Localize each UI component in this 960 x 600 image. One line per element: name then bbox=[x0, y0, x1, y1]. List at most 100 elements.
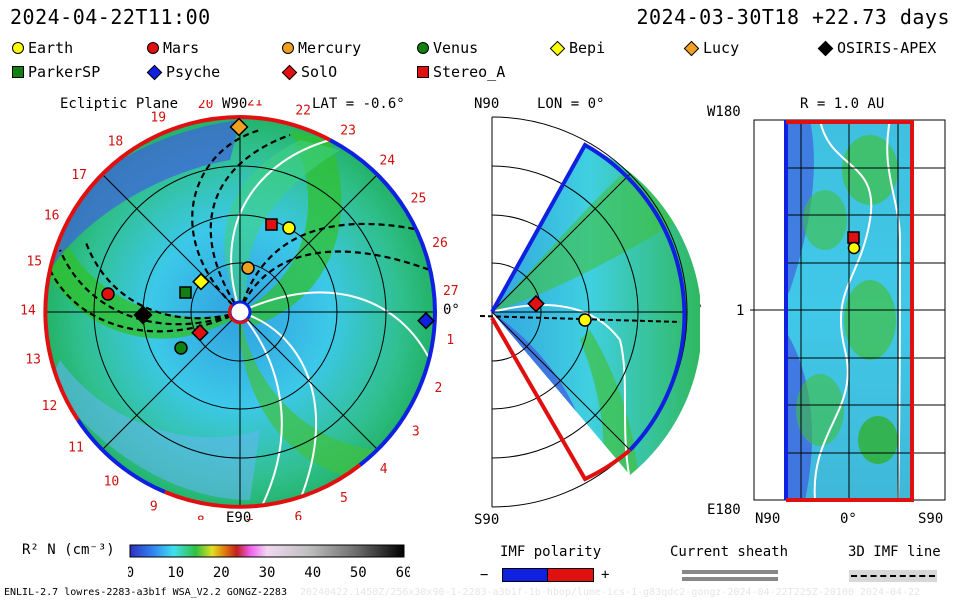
imf-line bbox=[238, 250, 431, 313]
polarity-boundary-positive bbox=[329, 138, 438, 467]
carrington-tick-20: 20 bbox=[198, 100, 214, 112]
sphere-x-mid-label: 0° bbox=[840, 511, 857, 527]
solo-marker bbox=[527, 294, 545, 313]
density-band bbox=[45, 230, 240, 339]
density-band bbox=[492, 160, 680, 312]
current-sheet-line bbox=[239, 311, 317, 501]
grid-spoke bbox=[491, 173, 631, 313]
imf-line-group bbox=[49, 128, 431, 333]
carrington-tick-9: 9 bbox=[150, 500, 158, 515]
solo-marker-icon bbox=[281, 64, 298, 80]
mars-marker-icon bbox=[147, 42, 159, 54]
colorbar-tick-50: 50 bbox=[350, 565, 367, 581]
carrington-tick-15: 15 bbox=[26, 255, 42, 270]
meridional-bottom-label: S90 bbox=[474, 512, 500, 528]
earth-marker-icon bbox=[12, 42, 24, 54]
current-sheath-swatch-line bbox=[682, 570, 778, 574]
grid-spoke bbox=[491, 311, 631, 451]
meridional-lon-label: LON = 0° bbox=[537, 96, 605, 112]
ecliptic-plane-plot: 1234567891011121314151617181920212223242… bbox=[20, 100, 458, 520]
carrington-tick-14: 14 bbox=[20, 304, 36, 319]
polarity-boundary-negative bbox=[490, 316, 632, 482]
ecliptic-title: Ecliptic Plane bbox=[60, 96, 179, 112]
carrington-tick-17: 17 bbox=[71, 168, 87, 183]
carrington-tick-1: 1 bbox=[446, 333, 454, 348]
sphere-x-right-label: S90 bbox=[918, 511, 944, 527]
stereo-a-marker bbox=[265, 218, 278, 231]
mercury-marker bbox=[241, 261, 255, 275]
bepi-marker-icon bbox=[549, 40, 566, 56]
current-sheath-swatch-line bbox=[682, 577, 778, 581]
meridional-plot bbox=[480, 116, 700, 508]
mercury-marker-icon bbox=[282, 42, 294, 54]
density-blob bbox=[858, 416, 898, 464]
earth-marker bbox=[282, 221, 296, 235]
imf-polarity-positive-swatch bbox=[547, 568, 594, 582]
imf-line bbox=[191, 128, 261, 313]
ecliptic-bottom-label: E90 bbox=[226, 510, 252, 526]
colorbar-tick-20: 20 bbox=[213, 565, 230, 581]
current-sheet-line bbox=[230, 139, 331, 313]
mars-marker bbox=[101, 287, 115, 301]
meridional-top-label: N90 bbox=[474, 96, 500, 112]
ecliptic-right-label: 0° bbox=[443, 302, 460, 318]
low-density-band bbox=[785, 120, 814, 300]
colorbar-tick-30: 30 bbox=[259, 565, 276, 581]
polarity-boundary-negative bbox=[164, 463, 362, 509]
legend-psyche: Psyche bbox=[146, 63, 220, 81]
imf-polarity-negative-swatch bbox=[502, 568, 549, 582]
colorbar-label: R² N (cm⁻³) bbox=[22, 542, 115, 558]
legend-lucy: Lucy bbox=[683, 39, 739, 57]
density-blob bbox=[844, 280, 896, 360]
legend-earth: Earth bbox=[12, 39, 73, 57]
footer-run-id: 20240422.1450Z/256x30x90-1-2283-a3b1f-1b… bbox=[300, 587, 921, 598]
carrington-tick-19: 19 bbox=[150, 110, 166, 125]
imf-line-title: 3D IMF line bbox=[848, 544, 941, 560]
imf-line-swatch bbox=[851, 575, 935, 577]
polarity-boundary-negative bbox=[239, 115, 331, 142]
current-sheath-title: Current sheath bbox=[670, 544, 789, 560]
imf-polarity-minus: − bbox=[480, 567, 489, 583]
carrington-tick-11: 11 bbox=[68, 440, 84, 455]
sun-polarity-arc bbox=[227, 304, 250, 325]
carrington-tick-2: 2 bbox=[434, 381, 442, 396]
polarity-boundary-negative bbox=[43, 115, 241, 422]
legend-venus: Venus bbox=[417, 39, 478, 57]
venus-marker bbox=[174, 341, 188, 355]
polarity-boundary-positive bbox=[76, 418, 166, 494]
density-blob bbox=[796, 374, 844, 446]
current-sheet-line bbox=[813, 119, 873, 501]
imf-line bbox=[49, 269, 241, 333]
stereo-a-marker bbox=[847, 231, 860, 244]
sphere-top-left-label: W180 bbox=[707, 104, 741, 120]
legend-bepi: Bepi bbox=[549, 39, 605, 57]
imf-line bbox=[209, 133, 291, 313]
carrington-tick-6: 6 bbox=[294, 510, 302, 520]
osiris-apex-marker bbox=[133, 305, 153, 325]
density-colorbar: 0 10 20 30 40 50 60 bbox=[128, 544, 410, 581]
sphere-mid-left-label: 1 bbox=[736, 303, 745, 319]
earth-marker bbox=[847, 241, 861, 255]
sphere-x-left-label: N90 bbox=[755, 511, 781, 527]
bepi-marker bbox=[192, 272, 210, 291]
carrington-tick-12: 12 bbox=[42, 399, 58, 414]
stereo-a-marker-icon bbox=[417, 66, 429, 78]
carrington-tick-4: 4 bbox=[380, 462, 388, 477]
imf-polarity-title: IMF polarity bbox=[500, 544, 602, 560]
sphere-bottom-left-label: E180 bbox=[707, 502, 741, 518]
legend-solo: SolO bbox=[281, 63, 337, 81]
colorbar-gradient bbox=[129, 544, 405, 558]
run-time-offset: 2024-03-30T18 +22.73 days bbox=[636, 5, 950, 29]
psyche-marker-icon bbox=[146, 64, 163, 80]
imf-line bbox=[238, 222, 421, 313]
polarity-boundary-negative bbox=[786, 120, 914, 502]
ecliptic-lat-label: LAT = -0.6° bbox=[312, 96, 405, 112]
carrington-tick-24: 24 bbox=[379, 154, 395, 169]
carrington-tick-8: 8 bbox=[197, 514, 205, 520]
density-blob bbox=[842, 135, 898, 205]
low-density-band bbox=[45, 120, 240, 270]
venus-marker-icon bbox=[417, 42, 429, 54]
density-band bbox=[224, 140, 340, 312]
imf-polarity-plus: + bbox=[601, 567, 610, 583]
carrington-tick-18: 18 bbox=[108, 135, 124, 150]
